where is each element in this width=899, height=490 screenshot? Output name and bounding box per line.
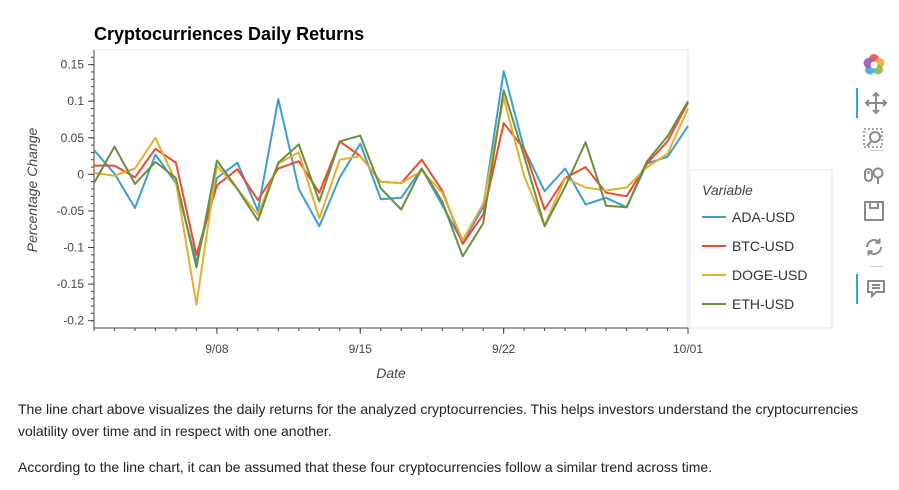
- save-icon[interactable]: [856, 196, 892, 226]
- x-tick-label: 9/08: [205, 342, 229, 356]
- y-axis: 0.15 0.1 0.05 0 -0.05 -0.1 -0.15 -0.2: [57, 50, 95, 328]
- y-tick-label: -0.2: [63, 314, 84, 328]
- x-tick-label: 9/15: [349, 342, 373, 356]
- legend-title: Variable: [702, 182, 753, 198]
- conclusion-paragraph: According to the line chart, it can be a…: [18, 459, 713, 475]
- series-line-eth-usd: [93, 89, 689, 269]
- pan-icon[interactable]: [856, 88, 894, 118]
- toolbar-divider: [870, 150, 884, 151]
- y-tick-label: 0.1: [67, 94, 84, 108]
- legend-label: DOGE-USD: [732, 267, 807, 283]
- description-paragraph: The line chart above visualizes the dail…: [18, 401, 859, 439]
- x-axis: 9/08 9/15 9/22 10/01: [93, 327, 703, 356]
- y-tick-label: -0.05: [57, 204, 85, 218]
- legend-label: ETH-USD: [732, 296, 794, 312]
- reset-icon[interactable]: [856, 232, 892, 262]
- y-tick-label: 0.15: [61, 58, 85, 72]
- legend-label: ADA-USD: [732, 209, 795, 225]
- line-chart: Cryptocurriences Daily Returns 0.150.10.…: [24, 24, 833, 381]
- bokeh-logo-icon[interactable]: [856, 50, 892, 80]
- y-tick-label: -0.15: [57, 277, 85, 291]
- y-tick-label: 0: [77, 167, 84, 181]
- x-tick-label: 10/01: [673, 342, 703, 356]
- hover-icon[interactable]: [856, 274, 894, 304]
- wheel-zoom-icon[interactable]: [856, 160, 892, 190]
- toolbar-divider: [870, 266, 884, 267]
- y-tick-label: -0.1: [63, 241, 84, 255]
- legend: Variable ADA-USD BTC-USD DOGE-USD ETH-USD: [689, 169, 833, 329]
- x-tick-label: 9/22: [492, 342, 516, 356]
- chart-title: Cryptocurriences Daily Returns: [94, 24, 364, 44]
- y-tick-label: 0.05: [61, 131, 85, 145]
- x-axis-title: Date: [376, 365, 406, 381]
- chart-toolbar: [856, 50, 892, 320]
- legend-box: [689, 169, 833, 329]
- legend-label: BTC-USD: [732, 238, 794, 254]
- series-line-doge-usd: [93, 96, 689, 306]
- series-group: [93, 70, 689, 306]
- box-zoom-icon[interactable]: [856, 124, 892, 154]
- y-axis-title: Percentage Change: [24, 128, 40, 253]
